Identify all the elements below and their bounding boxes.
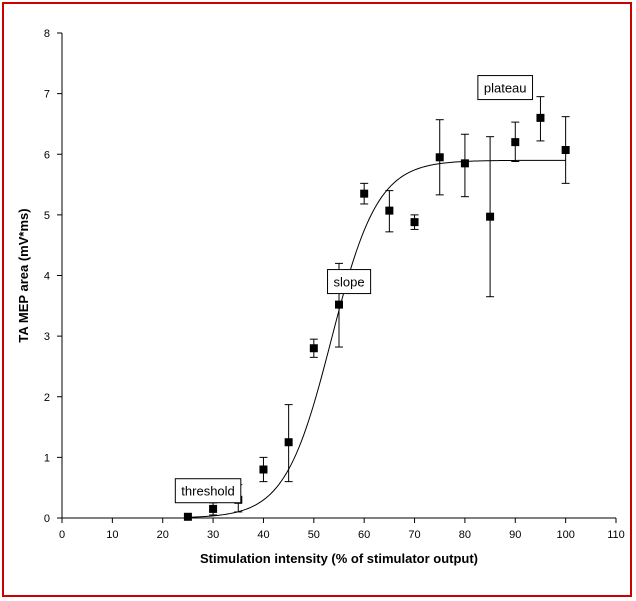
error-bars: [209, 96, 570, 516]
data-point: [486, 212, 495, 221]
annotation-frame: [174, 478, 242, 504]
annotation-frame: [477, 75, 534, 101]
x-tick-label: 90: [509, 529, 521, 541]
x-tick-label: 100: [556, 529, 574, 541]
data-point: [511, 138, 520, 147]
x-tick-label: 10: [106, 529, 118, 541]
annotations: threshold slope plateau: [174, 75, 534, 504]
data-point: [385, 206, 394, 215]
x-tick-label: 80: [459, 529, 471, 541]
annotation-label: slope: [334, 275, 365, 290]
data-point: [536, 113, 545, 122]
y-tick-label: 8: [44, 28, 50, 40]
x-tick-label: 30: [207, 529, 219, 541]
x-tick-label: 60: [358, 529, 370, 541]
y-tick-label: 4: [44, 271, 50, 283]
annotation-box: threshold: [174, 478, 242, 504]
fit-curve-group: [187, 159, 566, 518]
y-tick-label: 5: [44, 210, 50, 222]
data-point: [460, 159, 469, 168]
x-axis-title: Stimulation intensity (% of stimulator o…: [200, 551, 478, 566]
annotation-box: plateau: [477, 75, 534, 101]
data-point: [183, 512, 192, 521]
annotation-label: plateau: [484, 81, 527, 96]
data-markers: [183, 113, 570, 521]
data-point: [410, 218, 419, 227]
data-point: [561, 146, 570, 155]
annotation-frame: [327, 269, 372, 295]
x-tick-label: 110: [607, 529, 625, 541]
x-tick-label: 20: [157, 529, 169, 541]
y-tick-label: 1: [44, 452, 50, 464]
y-tick-label: 6: [44, 149, 50, 161]
x-tick-label: 0: [59, 529, 65, 541]
data-point: [209, 504, 218, 513]
data-point: [435, 153, 444, 162]
data-point: [284, 438, 293, 447]
y-tick-label: 2: [44, 392, 50, 404]
x-tick-label: 40: [257, 529, 269, 541]
axes: 0 10 20 30 40 50 60 70 80 90 100 110 0 1 2 3 4 5 6 7 8: [44, 28, 625, 541]
data-point: [309, 344, 318, 353]
x-tick-label: 70: [408, 529, 420, 541]
annotation-box: slope: [327, 269, 372, 295]
data-point: [259, 465, 268, 474]
annotation-label: threshold: [181, 484, 234, 499]
y-tick-label: 0: [44, 513, 50, 525]
y-tick-label: 3: [44, 331, 50, 343]
data-point: [360, 189, 369, 198]
data-point: [335, 300, 343, 309]
y-tick-label: 7: [44, 89, 50, 101]
scatter-chart: 0 10 20 30 40 50 60 70 80 90 100 110 0 1 2 3 4 5 6 7 8 thres…: [16, 28, 625, 566]
x-tick-label: 50: [308, 529, 320, 541]
y-axis-title: TA MEP area (mV*ms): [16, 208, 31, 342]
fit-curve: [187, 159, 566, 518]
